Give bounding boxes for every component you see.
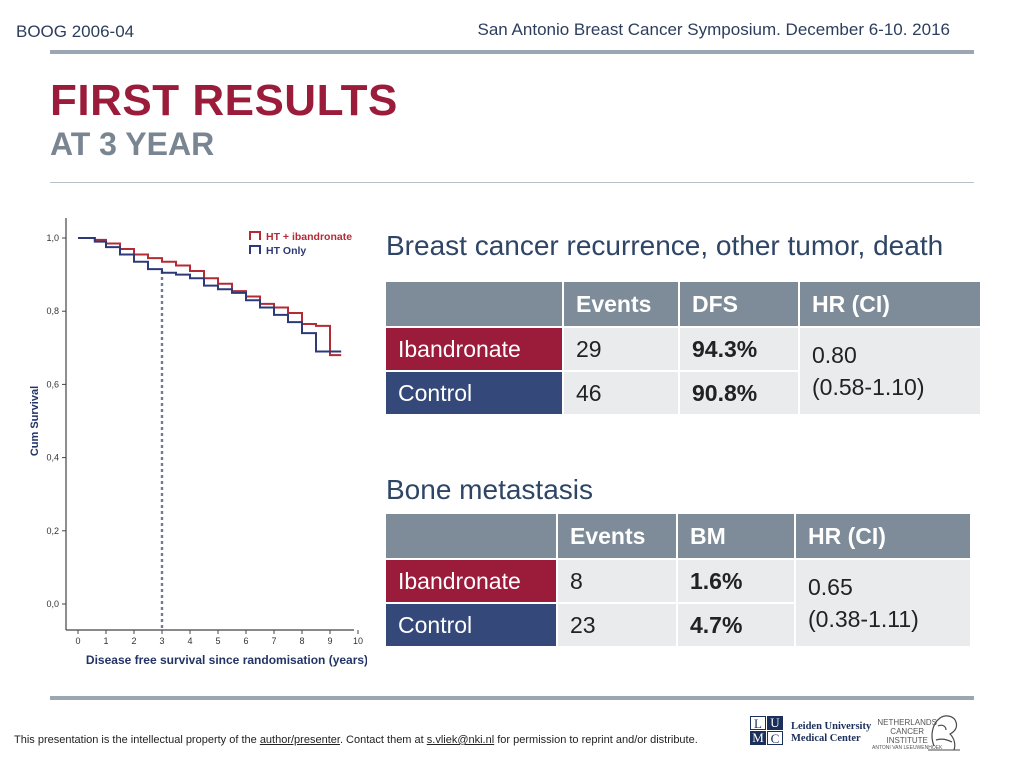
- bottom-divider: [50, 696, 974, 700]
- legend-swatch: [249, 245, 261, 254]
- x-tick-label: 9: [327, 636, 332, 646]
- y-tick-label: 0,6: [46, 379, 59, 389]
- x-tick-label: 5: [215, 636, 220, 646]
- row-label-ibandronate: Ibandronate: [386, 560, 556, 602]
- lumc-letter: C: [767, 731, 783, 746]
- x-tick-label: 1: [103, 636, 108, 646]
- survival-curve-ibandronate: [78, 237, 342, 357]
- y-tick-label: 0,4: [46, 453, 59, 463]
- hr-ci: (0.38-1.11): [808, 606, 919, 632]
- title-divider: [50, 182, 974, 183]
- legend-label: HT Only: [266, 245, 306, 257]
- lumc-letter: M: [750, 731, 766, 745]
- table-row: Control 46 90.8%: [386, 372, 980, 414]
- legend-swatch: [249, 231, 261, 240]
- table-header-blank: [386, 514, 556, 558]
- x-axis-label: Disease free survival since randomisatio…: [86, 653, 367, 667]
- dfs-cell: 94.3%: [680, 328, 798, 370]
- lumc-name: Leiden University Medical Center: [791, 721, 871, 745]
- footer-prefix: This presentation is the intellectual pr…: [14, 734, 260, 746]
- bm-cell: 1.6%: [678, 560, 794, 602]
- events-cell: 8: [558, 560, 676, 602]
- x-tick-label: 10: [353, 636, 363, 646]
- section-bone-metastasis-title: Bone metastasis: [386, 474, 593, 505]
- nki-line4: ANTONI VAN LEEUWENHOEK: [872, 745, 943, 751]
- section-recurrence-title: Breast cancer recurrence, other tumor, d…: [386, 230, 944, 261]
- survival-curve-ht-only: [78, 237, 342, 353]
- hr-value: 0.65: [808, 574, 853, 600]
- lumc-logo: L U M C Leiden University Medical Center: [750, 716, 871, 746]
- footer-middle: . Contact them at: [339, 734, 427, 746]
- email-link[interactable]: s.vliek@nki.nl: [426, 734, 495, 746]
- slide-title: FIRST RESULTS: [50, 76, 398, 125]
- lumc-letter: L: [750, 716, 766, 731]
- table-header-blank: [386, 282, 562, 326]
- events-cell: 29: [564, 328, 678, 370]
- nki-logo: NETHERLANDS CANCER INSTITUTE ANTONI VAN …: [872, 718, 942, 751]
- lumc-letter: U: [767, 716, 783, 730]
- x-tick-label: 6: [243, 636, 248, 646]
- x-tick-label: 7: [271, 636, 276, 646]
- nki-line2: CANCER: [890, 727, 925, 736]
- top-divider: [50, 50, 974, 54]
- y-tick-label: 0,0: [46, 599, 59, 609]
- hr-cell: 0.80 (0.58-1.10): [800, 328, 980, 414]
- y-tick-label: 0,2: [46, 526, 59, 536]
- lumc-line1: Leiden University: [791, 721, 872, 732]
- bm-cell: 4.7%: [678, 604, 794, 646]
- events-cell: 46: [564, 372, 678, 414]
- row-label-ibandronate: Ibandronate: [386, 328, 562, 370]
- y-axis-label: Cum Survival: [29, 386, 41, 456]
- author-link[interactable]: author/presenter: [259, 734, 340, 746]
- table-row: Ibandronate 29 94.3% 0.80 (0.58-1.10): [386, 328, 980, 414]
- hr-value: 0.80: [812, 342, 857, 368]
- x-tick-label: 2: [131, 636, 136, 646]
- lumc-mark: L U M C: [750, 716, 783, 746]
- x-tick-label: 8: [299, 636, 304, 646]
- recurrence-table: Events DFS HR (CI) Ibandronate 29 94.3% …: [384, 280, 982, 416]
- survival-chart: 0,0 0,2 0,4 0,6 0,8 1,0 0 1 2 3 4 5 6 7 8 9 10 Disease fr…: [29, 218, 367, 667]
- table-header-events: Events: [558, 514, 676, 558]
- table-header-row: Events BM HR (CI): [386, 514, 970, 558]
- nki-portrait-icon: [928, 715, 960, 751]
- x-tick-label: 4: [187, 636, 192, 646]
- bone-metastasis-table: Events BM HR (CI) Ibandronate 8 1.6% 0.6…: [384, 512, 972, 648]
- y-tick-label: 0,8: [46, 306, 59, 316]
- header-conference-label: San Antonio Breast Cancer Symposium. Dec…: [477, 20, 950, 39]
- table-row: Ibandronate 8 1.6% 0.65 (0.38-1.11): [386, 560, 970, 646]
- hr-ci: (0.58-1.10): [812, 374, 925, 400]
- dfs-cell: 90.8%: [680, 372, 798, 414]
- header-left-label: BOOG 2006-04: [16, 22, 135, 41]
- table-header-bm: BM: [678, 514, 794, 558]
- slide-subtitle: AT 3 YEAR: [50, 126, 215, 162]
- table-header-hr: HR (CI): [800, 282, 980, 326]
- row-label-control: Control: [386, 372, 562, 414]
- y-tick-label: 1,0: [46, 233, 59, 243]
- table-header-events: Events: [564, 282, 678, 326]
- x-tick-label: 3: [159, 636, 164, 646]
- table-header-dfs: DFS: [680, 282, 798, 326]
- nki-line1: NETHERLANDS: [877, 718, 937, 727]
- footer-suffix: for permission to reprint and/or distrib…: [494, 734, 698, 746]
- lumc-line2: Medical Center: [791, 733, 861, 744]
- table-header-row: Events DFS HR (CI): [386, 282, 980, 326]
- footer-notice: This presentation is the intellectual pr…: [14, 734, 698, 746]
- events-cell: 23: [558, 604, 676, 646]
- nki-line3: INSTITUTE: [886, 736, 928, 745]
- table-row: Control 23 4.7%: [386, 604, 970, 646]
- hr-cell: 0.65 (0.38-1.11): [796, 560, 970, 646]
- x-tick-label: 0: [75, 636, 80, 646]
- table-header-hr: HR (CI): [796, 514, 970, 558]
- row-label-control: Control: [386, 604, 556, 646]
- legend-label: HT + ibandronate: [266, 231, 352, 243]
